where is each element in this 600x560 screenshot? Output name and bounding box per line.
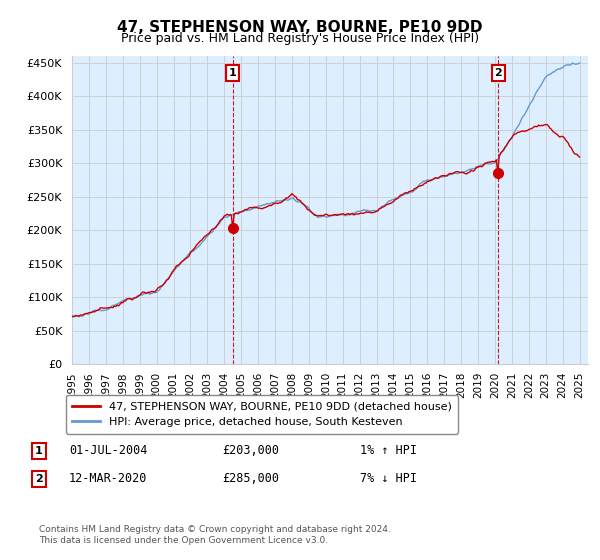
Text: 01-JUL-2004: 01-JUL-2004 [69,444,148,458]
Legend: 47, STEPHENSON WAY, BOURNE, PE10 9DD (detached house), HPI: Average price, detac: 47, STEPHENSON WAY, BOURNE, PE10 9DD (de… [65,395,458,433]
Text: £285,000: £285,000 [222,472,279,486]
Text: 7% ↓ HPI: 7% ↓ HPI [360,472,417,486]
Text: £203,000: £203,000 [222,444,279,458]
Text: Contains HM Land Registry data © Crown copyright and database right 2024.
This d: Contains HM Land Registry data © Crown c… [39,525,391,545]
Text: Price paid vs. HM Land Registry's House Price Index (HPI): Price paid vs. HM Land Registry's House … [121,32,479,45]
Text: 12-MAR-2020: 12-MAR-2020 [69,472,148,486]
Text: 2: 2 [494,68,502,78]
Text: 1% ↑ HPI: 1% ↑ HPI [360,444,417,458]
Text: 1: 1 [229,68,236,78]
Text: 1: 1 [35,446,43,456]
Text: 47, STEPHENSON WAY, BOURNE, PE10 9DD: 47, STEPHENSON WAY, BOURNE, PE10 9DD [117,20,483,35]
Text: 2: 2 [35,474,43,484]
